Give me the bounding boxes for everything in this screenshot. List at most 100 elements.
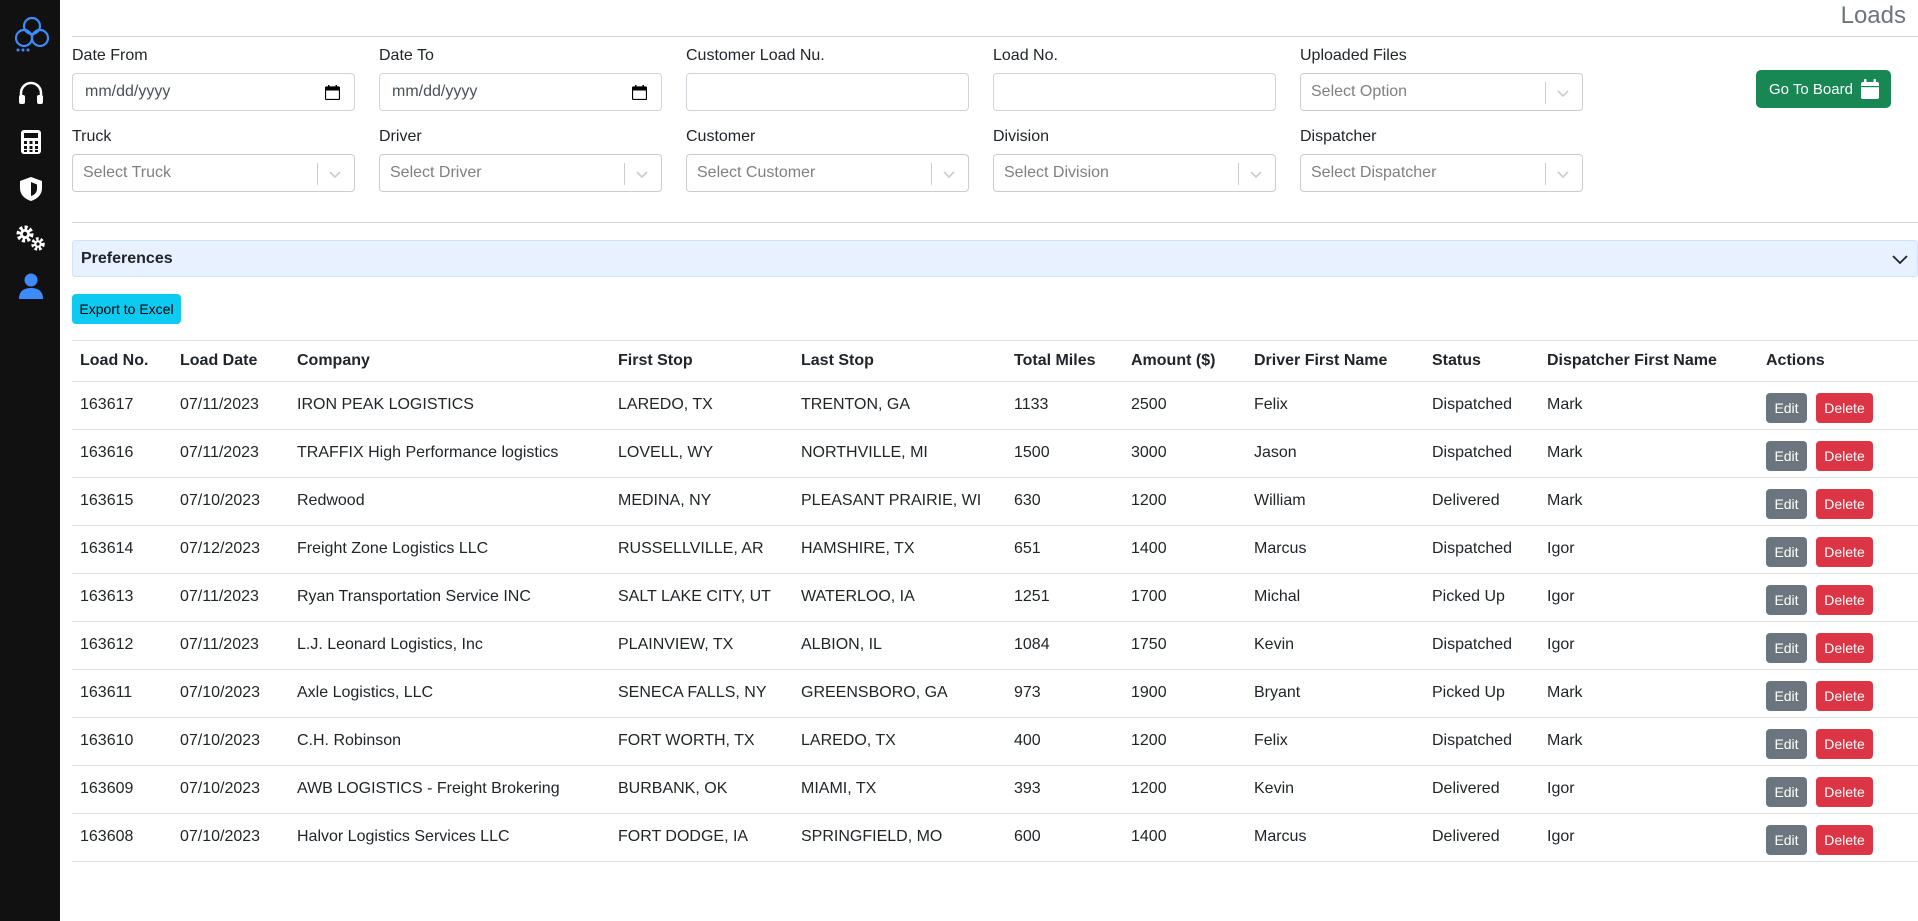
total-miles-cell: 651 <box>1006 525 1123 574</box>
header-load-date[interactable]: Load Date <box>172 342 289 382</box>
table-row[interactable]: 163610 07/10/2023 C.H. Robinson FORT WORTH,… <box>72 717 1918 766</box>
table-row[interactable]: 163609 07/10/2023 AWB LOGISTICS - Freight … <box>72 765 1918 814</box>
total-miles-cell: 1133 <box>1006 381 1123 430</box>
export-to-excel-button[interactable]: Export to Excel <box>72 294 181 324</box>
delete-button[interactable]: Delete <box>1816 825 1873 855</box>
division-label: Division <box>993 128 1050 145</box>
sidebar-item-profile[interactable] <box>15 270 47 302</box>
header-load-no[interactable]: Load No. <box>72 342 172 382</box>
division-select[interactable]: Select Division <box>993 154 1276 192</box>
dispatcher-select[interactable]: Select Dispatcher <box>1300 154 1583 192</box>
app-logo[interactable] <box>12 14 52 54</box>
chevron-down-icon[interactable] <box>942 167 956 181</box>
edit-button[interactable]: Edit <box>1766 825 1807 855</box>
go-to-board-label: Go To Board <box>1769 80 1853 98</box>
edit-button[interactable]: Edit <box>1766 393 1807 423</box>
sidebar-item-accounting[interactable] <box>15 126 47 158</box>
edit-button[interactable]: Edit <box>1766 441 1807 471</box>
truck-select[interactable]: Select Truck <box>72 154 355 192</box>
header-company[interactable]: Company <box>289 342 610 382</box>
edit-button[interactable]: Edit <box>1766 633 1807 663</box>
load-no-input[interactable] <box>993 73 1276 111</box>
load-no-cell: 163616 <box>72 429 172 478</box>
driver-first-name-cell: Michal <box>1246 573 1424 622</box>
actions-cell: Edit Delete <box>1758 717 1918 766</box>
customer-select[interactable]: Select Customer <box>686 154 969 192</box>
uploaded-files-select[interactable]: Select Option <box>1300 73 1583 111</box>
edit-button[interactable]: Edit <box>1766 777 1807 807</box>
last-stop-cell: PLEASANT PRAIRIE, WI <box>793 477 1006 526</box>
first-stop-cell: RUSSELLVILLE, AR <box>610 525 793 574</box>
date-to-input[interactable]: mm/dd/yyyy <box>379 73 662 111</box>
delete-button[interactable]: Delete <box>1816 585 1873 615</box>
sidebar-item-safety[interactable] <box>15 173 47 205</box>
go-to-board-button[interactable]: Go To Board <box>1756 70 1891 108</box>
table-row[interactable]: 163612 07/11/2023 L.J. Leonard Logistics, … <box>72 621 1918 670</box>
table-row[interactable]: 163614 07/12/2023 Freight Zone Logistics L… <box>72 525 1918 574</box>
status-cell: Dispatched <box>1424 717 1539 766</box>
chevron-down-icon[interactable] <box>1556 86 1570 100</box>
load-date-cell: 07/10/2023 <box>172 477 289 526</box>
header-first-stop[interactable]: First Stop <box>610 342 793 382</box>
driver-placeholder: Select Driver <box>390 164 482 181</box>
delete-button[interactable]: Delete <box>1816 777 1873 807</box>
delete-button[interactable]: Delete <box>1816 393 1873 423</box>
shield-icon <box>20 177 42 201</box>
company-cell: Halvor Logistics Services LLC <box>289 813 610 862</box>
calendar-icon[interactable] <box>632 85 647 100</box>
header-amount[interactable]: Amount ($) <box>1123 342 1246 382</box>
header-driver-first-name[interactable]: Driver First Name <box>1246 342 1424 382</box>
delete-button[interactable]: Delete <box>1816 633 1873 663</box>
first-stop-cell: MEDINA, NY <box>610 477 793 526</box>
header-actions[interactable]: Actions <box>1758 342 1918 382</box>
preferences-accordion[interactable]: Preferences <box>72 240 1918 277</box>
driver-select[interactable]: Select Driver <box>379 154 662 192</box>
table-row[interactable]: 163615 07/10/2023 Redwood MEDINA, NY PLEASAN… <box>72 477 1918 526</box>
delete-button[interactable]: Delete <box>1816 489 1873 519</box>
delete-button[interactable]: Delete <box>1816 537 1873 567</box>
company-cell: IRON PEAK LOGISTICS <box>289 381 610 430</box>
company-cell: Axle Logistics, LLC <box>289 669 610 718</box>
table-row[interactable]: 163613 07/11/2023 Ryan Transportation Serv… <box>72 573 1918 622</box>
table-row[interactable]: 163611 07/10/2023 Axle Logistics, LLC SENEC… <box>72 669 1918 718</box>
last-stop-cell: ALBION, IL <box>793 621 1006 670</box>
table-row[interactable]: 163616 07/11/2023 TRAFFIX High Performance… <box>72 429 1918 478</box>
chevron-down-icon[interactable] <box>1556 167 1570 181</box>
date-from-input[interactable]: mm/dd/yyyy <box>72 73 355 111</box>
chevron-down-icon[interactable] <box>635 167 649 181</box>
last-stop-cell: LAREDO, TX <box>793 717 1006 766</box>
total-miles-cell: 1084 <box>1006 621 1123 670</box>
delete-button[interactable]: Delete <box>1816 681 1873 711</box>
table-row[interactable]: 163608 07/10/2023 Halvor Logistics Service… <box>72 813 1918 862</box>
sidebar-item-support[interactable] <box>15 78 47 110</box>
edit-button[interactable]: Edit <box>1766 489 1807 519</box>
edit-button[interactable]: Edit <box>1766 729 1807 759</box>
edit-button[interactable]: Edit <box>1766 537 1807 567</box>
user-icon <box>19 273 43 299</box>
load-no-cell: 163615 <box>72 477 172 526</box>
load-date-cell: 07/11/2023 <box>172 381 289 430</box>
header-total-miles[interactable]: Total Miles <box>1006 342 1123 382</box>
header-last-stop[interactable]: Last Stop <box>793 342 1006 382</box>
delete-button[interactable]: Delete <box>1816 441 1873 471</box>
preferences-label: Preferences <box>81 249 173 267</box>
edit-button[interactable]: Edit <box>1766 585 1807 615</box>
truck-label: Truck <box>72 128 112 145</box>
calendar-icon[interactable] <box>325 85 340 100</box>
calendar-icon <box>1861 79 1879 99</box>
header-status[interactable]: Status <box>1424 342 1539 382</box>
actions-cell: Edit Delete <box>1758 429 1918 478</box>
edit-button[interactable]: Edit <box>1766 681 1807 711</box>
total-miles-cell: 600 <box>1006 813 1123 862</box>
table-row[interactable]: 163617 07/11/2023 IRON PEAK LOGISTICS LARED… <box>72 381 1918 430</box>
sidebar-item-settings[interactable] <box>15 222 47 254</box>
customer-load-no-input[interactable] <box>686 73 969 111</box>
chevron-down-icon[interactable] <box>1249 167 1263 181</box>
status-cell: Dispatched <box>1424 429 1539 478</box>
load-date-cell: 07/11/2023 <box>172 573 289 622</box>
delete-button[interactable]: Delete <box>1816 729 1873 759</box>
chevron-down-icon[interactable] <box>328 167 342 181</box>
first-stop-cell: FORT WORTH, TX <box>610 717 793 766</box>
dispatcher-first-name-cell: Igor <box>1539 573 1758 622</box>
header-dispatcher-first-name[interactable]: Dispatcher First Name <box>1539 342 1758 382</box>
